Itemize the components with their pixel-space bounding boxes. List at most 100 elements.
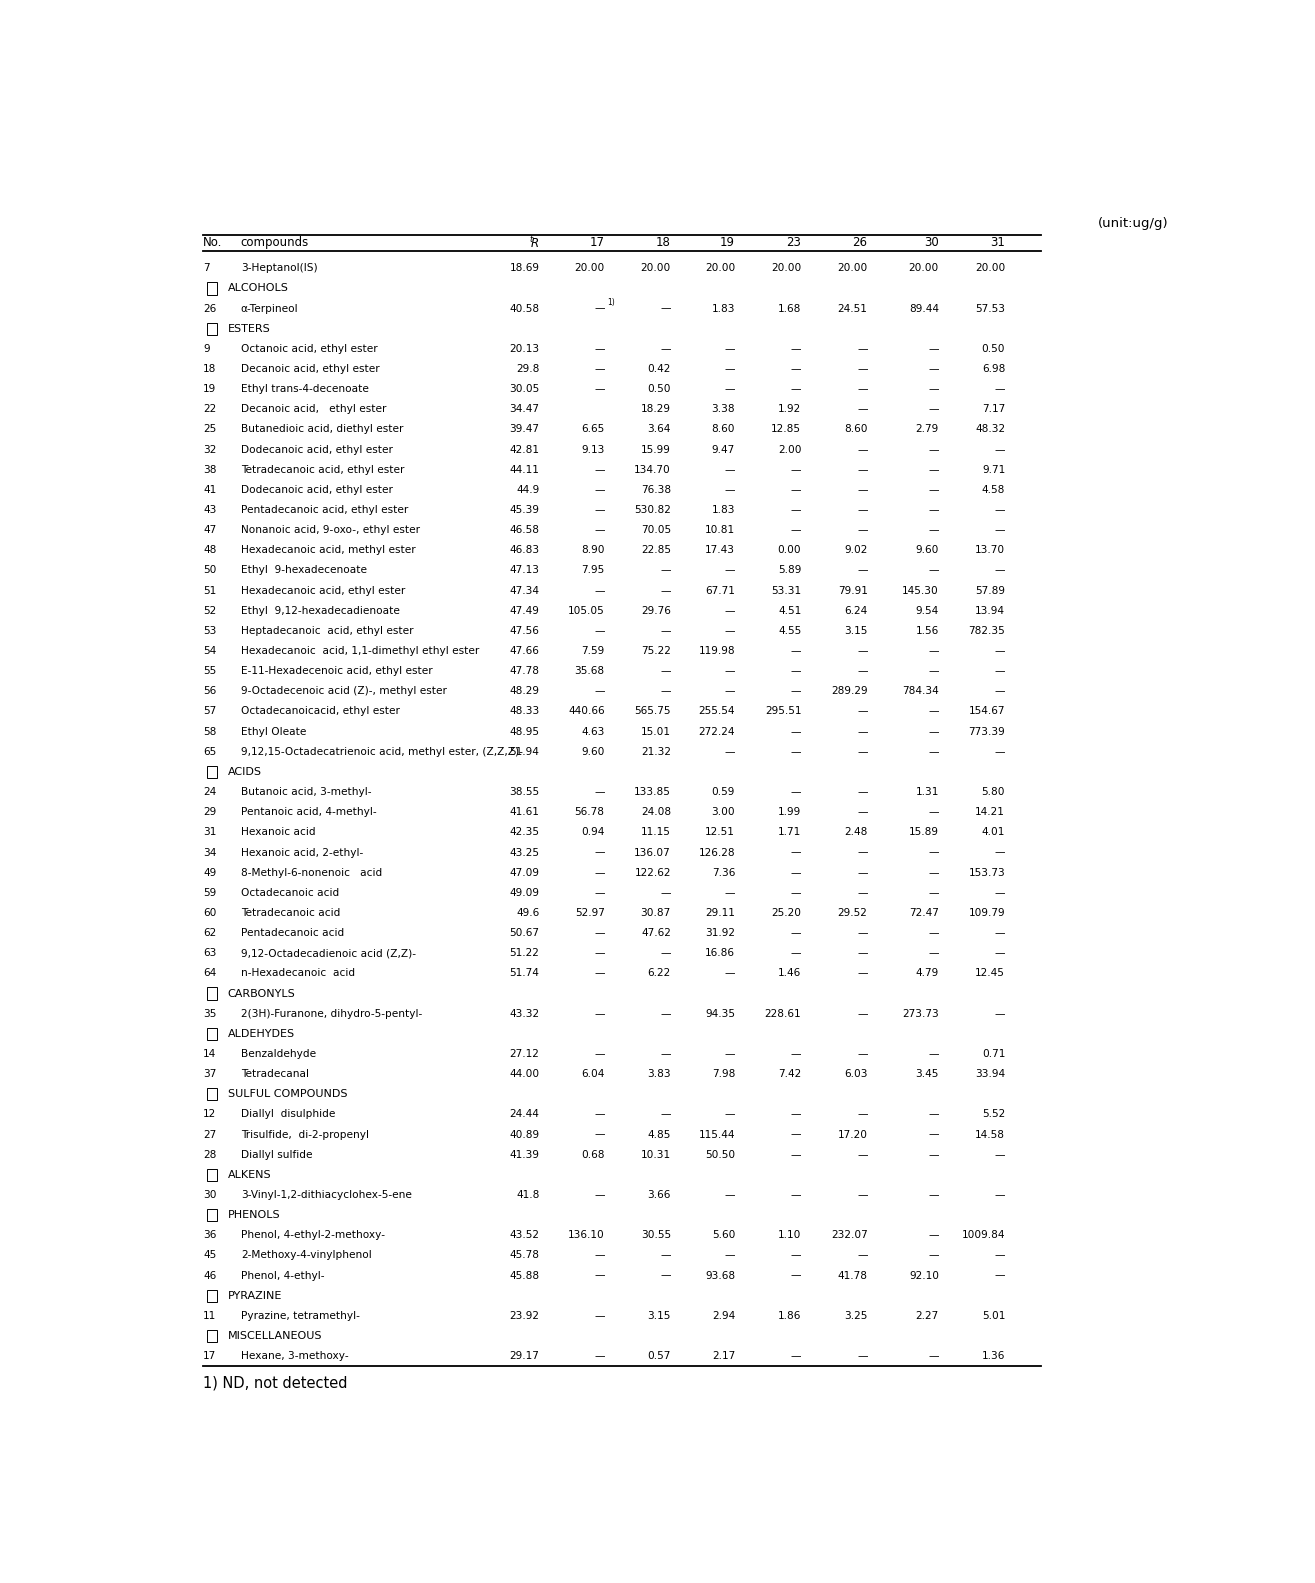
Text: 93.68: 93.68	[705, 1271, 735, 1281]
Text: —: —	[660, 1110, 671, 1119]
Text: —: —	[725, 565, 735, 576]
Text: 153.73: 153.73	[968, 867, 1005, 877]
Text: 79.91: 79.91	[838, 586, 868, 595]
Text: —: —	[857, 385, 868, 394]
Text: —: —	[928, 1149, 939, 1160]
Text: 10.31: 10.31	[640, 1149, 671, 1160]
Text: —: —	[594, 1352, 605, 1361]
Text: 25.20: 25.20	[772, 909, 801, 918]
Text: 7.98: 7.98	[711, 1069, 735, 1080]
Text: —: —	[594, 484, 605, 495]
Text: 3.00: 3.00	[711, 807, 735, 817]
Text: 18: 18	[656, 236, 671, 250]
Text: 51.22: 51.22	[509, 948, 539, 958]
Text: —: —	[790, 1190, 801, 1200]
Text: 14.21: 14.21	[976, 807, 1005, 817]
Text: Pentanoic acid, 4-methyl-: Pentanoic acid, 4-methyl-	[241, 807, 376, 817]
Text: 2.79: 2.79	[915, 424, 939, 434]
Text: 273.73: 273.73	[902, 1008, 939, 1019]
Text: 4.01: 4.01	[982, 828, 1005, 837]
Text: 41.78: 41.78	[838, 1271, 868, 1281]
Text: 9,12,15-Octadecatrienoic acid, methyl ester, (Z,Z,Z)-: 9,12,15-Octadecatrienoic acid, methyl es…	[241, 747, 522, 757]
Text: Octadecanoic acid: Octadecanoic acid	[241, 888, 339, 898]
Text: 57.53: 57.53	[976, 304, 1005, 313]
Text: 45: 45	[203, 1251, 217, 1260]
Text: 15.99: 15.99	[640, 445, 671, 454]
Text: 45.88: 45.88	[509, 1271, 539, 1281]
Text: 6.22: 6.22	[647, 969, 671, 978]
Text: —: —	[790, 465, 801, 475]
Text: 126.28: 126.28	[698, 847, 735, 858]
Text: 154.67: 154.67	[969, 706, 1005, 717]
Text: —: —	[725, 1190, 735, 1200]
Text: —: —	[790, 344, 801, 355]
Text: 1.68: 1.68	[778, 304, 801, 313]
Text: 2(3H)-Furanone, dihydro-5-pentyl-: 2(3H)-Furanone, dihydro-5-pentyl-	[241, 1008, 422, 1019]
Text: 43.25: 43.25	[509, 847, 539, 858]
Text: —: —	[857, 465, 868, 475]
Text: —: —	[857, 747, 868, 757]
Text: —: —	[660, 1050, 671, 1059]
Text: —: —	[994, 888, 1005, 898]
Text: —: —	[725, 1050, 735, 1059]
Text: 20.00: 20.00	[974, 263, 1005, 274]
Text: 37: 37	[203, 1069, 217, 1080]
Text: Ethyl Oleate: Ethyl Oleate	[241, 727, 306, 736]
Text: 94.35: 94.35	[705, 1008, 735, 1019]
Text: 9.13: 9.13	[581, 445, 605, 454]
Text: 10.81: 10.81	[705, 526, 735, 535]
Text: —: —	[928, 364, 939, 374]
Text: 47: 47	[203, 526, 217, 535]
Text: PHENOLS: PHENOLS	[227, 1209, 280, 1220]
Text: 0.94: 0.94	[581, 828, 605, 837]
Text: 20.00: 20.00	[640, 263, 671, 274]
Text: 39.47: 39.47	[509, 424, 539, 434]
Text: 22.85: 22.85	[640, 545, 671, 556]
Text: —: —	[994, 646, 1005, 655]
Text: 17.20: 17.20	[838, 1130, 868, 1140]
Text: —: —	[857, 807, 868, 817]
Text: Pentadecanoic acid, ethyl ester: Pentadecanoic acid, ethyl ester	[241, 505, 408, 514]
Text: 24: 24	[203, 787, 217, 798]
Text: 47.66: 47.66	[509, 646, 539, 655]
Text: 1.71: 1.71	[778, 828, 801, 837]
Text: —: —	[994, 666, 1005, 676]
Text: —: —	[928, 1130, 939, 1140]
Text: $^t\!R$: $^t\!R$	[529, 236, 539, 250]
Text: 35: 35	[203, 1008, 217, 1019]
Text: 1): 1)	[608, 299, 615, 307]
Text: 49: 49	[203, 867, 217, 877]
Text: —: —	[725, 364, 735, 374]
Text: 3-Vinyl-1,2-dithiacyclohex-5-ene: 3-Vinyl-1,2-dithiacyclohex-5-ene	[241, 1190, 412, 1200]
Text: 0.00: 0.00	[777, 545, 801, 556]
Text: 15.01: 15.01	[640, 727, 671, 736]
Text: —: —	[994, 948, 1005, 958]
Text: SULFUL COMPOUNDS: SULFUL COMPOUNDS	[227, 1089, 347, 1099]
Text: 43.32: 43.32	[509, 1008, 539, 1019]
Text: —: —	[994, 526, 1005, 535]
Text: 8.90: 8.90	[581, 545, 605, 556]
Text: 48.95: 48.95	[509, 727, 539, 736]
Text: 9.47: 9.47	[711, 445, 735, 454]
Text: 136.07: 136.07	[634, 847, 671, 858]
Text: 6.03: 6.03	[844, 1069, 868, 1080]
Text: 9.60: 9.60	[581, 747, 605, 757]
Text: Ethyl  9,12-hexadecadienoate: Ethyl 9,12-hexadecadienoate	[241, 606, 400, 616]
Text: 47.78: 47.78	[509, 666, 539, 676]
Text: —: —	[857, 404, 868, 415]
Text: 289.29: 289.29	[831, 687, 868, 697]
Text: —: —	[857, 867, 868, 877]
Text: —: —	[928, 1110, 939, 1119]
Text: —: —	[857, 565, 868, 576]
Text: —: —	[857, 1110, 868, 1119]
Text: 29.11: 29.11	[705, 909, 735, 918]
Text: 29.8: 29.8	[515, 364, 539, 374]
Text: —: —	[857, 1352, 868, 1361]
Bar	[208, 988, 217, 999]
Text: 20.13: 20.13	[509, 344, 539, 355]
Bar	[208, 1088, 217, 1100]
Text: 23.92: 23.92	[509, 1311, 539, 1320]
Text: ALKENS: ALKENS	[227, 1170, 271, 1179]
Text: —: —	[790, 747, 801, 757]
Text: Trisulfide,  di-2-propenyl: Trisulfide, di-2-propenyl	[241, 1130, 368, 1140]
